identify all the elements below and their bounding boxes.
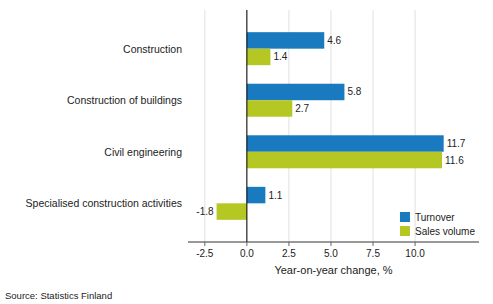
y-tick-label: Construction xyxy=(123,43,182,55)
data-label: 4.6 xyxy=(327,35,341,46)
data-label: 2.7 xyxy=(295,103,309,114)
x-tick xyxy=(246,242,247,246)
x-axis-label: Year-on-year change, % xyxy=(274,264,392,276)
x-tick-label: 0.0 xyxy=(240,248,254,259)
data-label: -1.8 xyxy=(196,206,214,217)
legend-swatch xyxy=(400,212,410,222)
data-labels: 1.1 -1.8 11.7 11.6 5.8 2.7 4.6 1.4 xyxy=(196,35,465,217)
bar xyxy=(247,152,442,168)
x-tick-label: 10.0 xyxy=(405,248,425,259)
y-tick-label: Civil engineering xyxy=(104,146,182,158)
x-tick xyxy=(288,242,289,246)
bar xyxy=(247,84,345,100)
y-tick-label: Specialised construction activities xyxy=(26,197,182,209)
bar xyxy=(247,49,271,65)
legend-label: Turnover xyxy=(415,212,455,223)
data-label: 11.6 xyxy=(445,155,464,166)
data-label: 11.7 xyxy=(447,138,466,149)
x-tick xyxy=(415,242,416,246)
data-label: 1.4 xyxy=(273,51,287,62)
x-tick xyxy=(204,242,205,246)
bar xyxy=(217,203,247,219)
chart-svg: 1.1 -1.8 11.7 11.6 5.8 2.7 4.6 1.4 -2.5 0.0 2.5 5.0… xyxy=(0,0,493,304)
x-axis-line xyxy=(188,242,479,243)
grid-line xyxy=(373,10,374,242)
legend-swatch xyxy=(400,226,410,236)
grid-line xyxy=(415,10,416,242)
x-tick xyxy=(373,242,374,246)
source-note: Source: Statistics Finland xyxy=(5,290,112,301)
x-axis: -2.5 0.0 2.5 5.0 7.5 10.0 xyxy=(196,242,425,259)
bar xyxy=(247,100,292,116)
y-tick-label: Construction of buildings xyxy=(67,94,182,106)
grid xyxy=(205,10,415,242)
bar xyxy=(247,135,444,151)
y-axis: Specialised construction activities Civil… xyxy=(26,43,183,210)
x-tick xyxy=(330,242,331,246)
x-tick-label: -2.5 xyxy=(196,248,214,259)
x-tick-label: 7.5 xyxy=(366,248,380,259)
bar xyxy=(247,32,324,48)
bars xyxy=(217,32,444,220)
data-label: 1.1 xyxy=(268,190,282,201)
legend: Turnover Sales volume xyxy=(400,212,475,237)
grid-line xyxy=(246,10,247,242)
x-tick-label: 5.0 xyxy=(324,248,338,259)
zero-line xyxy=(246,10,247,242)
bar xyxy=(247,187,266,203)
legend-label: Sales volume xyxy=(415,226,475,237)
data-label: 5.8 xyxy=(347,86,361,97)
x-tick-label: 2.5 xyxy=(282,248,296,259)
chart-container: 1.1 -1.8 11.7 11.6 5.8 2.7 4.6 1.4 -2.5 0.0 2.5 5.0… xyxy=(0,0,493,304)
